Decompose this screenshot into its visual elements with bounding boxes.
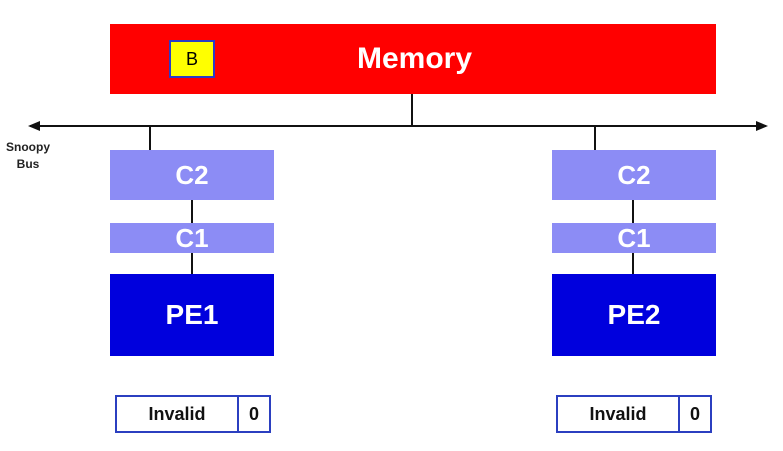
node1-cache-c2: C2 <box>110 150 274 200</box>
snoopy-bus-label: Snoopy Bus <box>2 139 54 173</box>
node2-state-box: Invalid 0 <box>556 395 712 433</box>
memory-label: Memory <box>356 42 473 75</box>
node1-state: Invalid <box>148 403 206 424</box>
bus-label-line1: Snoopy <box>6 140 50 154</box>
memory-block: Memory B <box>110 24 716 94</box>
node1-state-box: Invalid 0 <box>115 395 271 433</box>
memory-block-b: B <box>169 40 215 78</box>
node2-processor: PE2 <box>552 274 716 356</box>
node2-cache-c1: C1 <box>552 223 716 253</box>
node2-cache-c2: C2 <box>552 150 716 200</box>
bus-label-line2: Bus <box>16 157 40 171</box>
node1-cache-c1: C1 <box>110 223 274 253</box>
node2-count: 0 <box>678 397 710 431</box>
node2-state: Invalid <box>589 403 647 424</box>
node1-count: 0 <box>237 397 269 431</box>
node1-processor: PE1 <box>110 274 274 356</box>
